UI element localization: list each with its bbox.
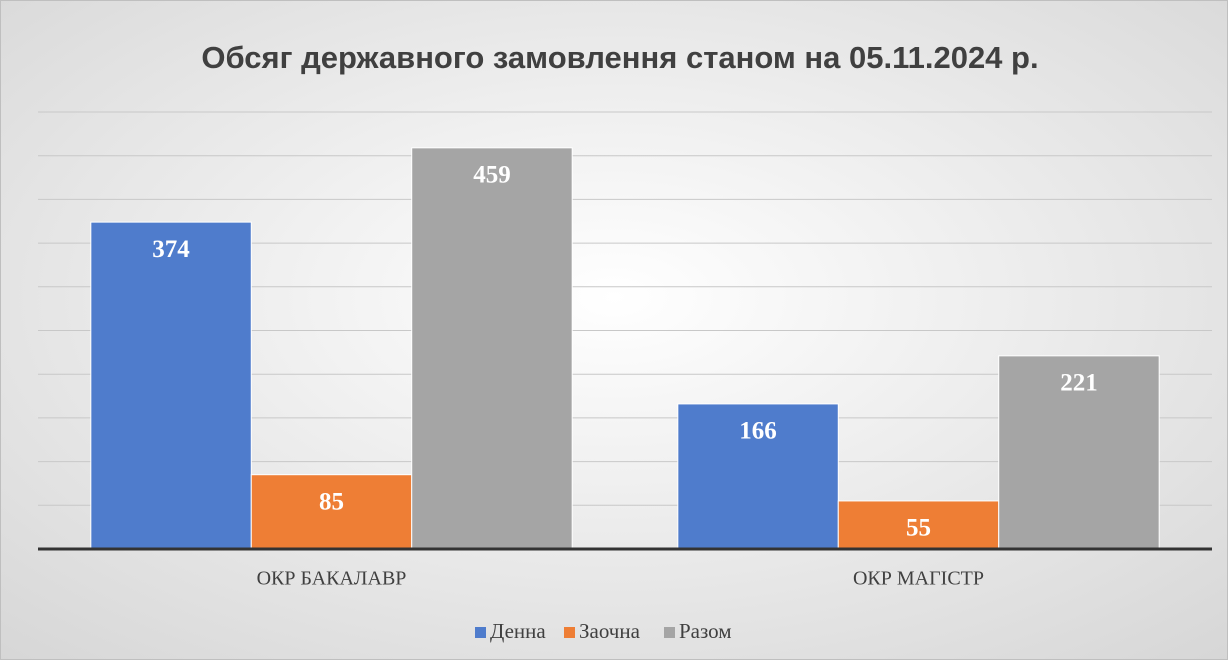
bar xyxy=(998,355,1160,550)
x-tick-label: ОКР БАКАЛАВР xyxy=(257,568,407,590)
bar xyxy=(411,147,573,550)
legend-label: Денна xyxy=(490,619,546,643)
chart-title: Обсяг державного замовлення станом на 05… xyxy=(201,40,1038,75)
legend-label: Разом xyxy=(679,619,732,643)
value-label: 85 xyxy=(319,488,344,515)
value-label: 374 xyxy=(152,236,190,263)
value-label: 459 xyxy=(473,162,511,189)
legend-swatch xyxy=(475,627,486,638)
bar xyxy=(677,403,839,550)
bar xyxy=(250,474,413,550)
bar xyxy=(837,500,1000,550)
value-label: 221 xyxy=(1060,370,1098,397)
legend-swatch xyxy=(564,627,575,638)
value-label: 55 xyxy=(906,515,931,542)
bar xyxy=(90,221,252,550)
legend-label: Заочна xyxy=(579,619,641,643)
value-label: 166 xyxy=(739,418,777,445)
legend-swatch xyxy=(664,627,675,638)
x-tick-label: ОКР МАГІСТР xyxy=(853,568,984,590)
